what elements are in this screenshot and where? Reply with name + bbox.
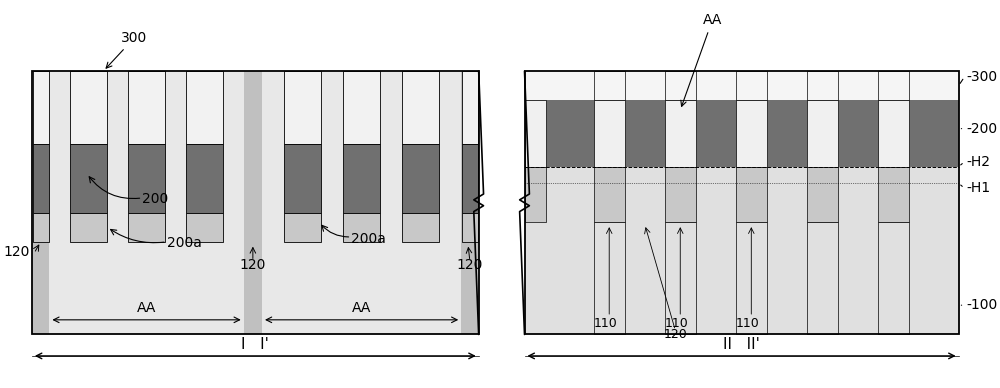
Polygon shape [70, 71, 107, 144]
Polygon shape [665, 222, 696, 334]
Polygon shape [32, 71, 49, 334]
Text: -H1: -H1 [966, 181, 990, 195]
Polygon shape [594, 71, 625, 100]
Polygon shape [594, 167, 625, 222]
Polygon shape [244, 71, 262, 334]
Polygon shape [70, 213, 107, 242]
Polygon shape [462, 213, 478, 242]
Polygon shape [284, 213, 321, 242]
Text: AA: AA [137, 301, 156, 315]
Polygon shape [878, 71, 909, 100]
Polygon shape [128, 144, 165, 213]
Polygon shape [665, 71, 696, 100]
Polygon shape [33, 144, 49, 213]
Polygon shape [343, 213, 380, 242]
Text: I   I': I I' [241, 337, 269, 352]
Text: 200a: 200a [351, 232, 386, 246]
Polygon shape [402, 144, 439, 213]
Polygon shape [736, 100, 767, 167]
Text: II   II': II II' [723, 337, 760, 352]
Polygon shape [32, 71, 479, 334]
Polygon shape [128, 213, 165, 242]
Polygon shape [525, 71, 959, 100]
Text: 110: 110 [736, 317, 759, 330]
Text: -100: -100 [966, 298, 998, 312]
Polygon shape [33, 71, 49, 144]
Text: -300: -300 [966, 70, 997, 84]
Text: 120: 120 [4, 246, 30, 260]
Polygon shape [284, 144, 321, 213]
Text: 200a: 200a [167, 236, 202, 249]
Polygon shape [807, 222, 838, 334]
Polygon shape [343, 144, 380, 213]
Polygon shape [878, 222, 909, 334]
Polygon shape [284, 71, 321, 144]
Text: 300: 300 [106, 31, 147, 68]
Polygon shape [594, 222, 625, 334]
Polygon shape [461, 71, 479, 334]
Polygon shape [736, 222, 767, 334]
Text: 110: 110 [593, 317, 617, 330]
Text: 120: 120 [664, 328, 687, 341]
Text: 110: 110 [664, 317, 688, 330]
Polygon shape [807, 167, 838, 222]
Polygon shape [33, 213, 49, 242]
Polygon shape [878, 167, 909, 222]
Text: AA: AA [681, 13, 722, 106]
Polygon shape [128, 71, 165, 144]
Polygon shape [525, 71, 959, 334]
Polygon shape [70, 144, 107, 213]
Polygon shape [665, 100, 696, 167]
Polygon shape [402, 213, 439, 242]
Polygon shape [878, 100, 909, 167]
Polygon shape [665, 167, 696, 222]
Polygon shape [343, 71, 380, 144]
Polygon shape [736, 167, 767, 222]
Text: 120: 120 [240, 258, 266, 272]
Text: -H2: -H2 [966, 155, 990, 169]
Text: -200: -200 [966, 122, 997, 136]
Text: AA: AA [352, 301, 371, 315]
Polygon shape [186, 213, 223, 242]
Polygon shape [402, 71, 439, 144]
Polygon shape [807, 100, 838, 167]
Text: 120: 120 [457, 258, 483, 272]
Polygon shape [736, 71, 767, 100]
Polygon shape [525, 167, 546, 222]
Text: 200: 200 [142, 192, 169, 206]
Polygon shape [462, 144, 478, 213]
Polygon shape [462, 71, 478, 144]
Polygon shape [186, 71, 223, 144]
Polygon shape [186, 144, 223, 213]
Polygon shape [807, 71, 838, 100]
Polygon shape [594, 100, 625, 167]
Polygon shape [525, 100, 959, 167]
Polygon shape [525, 100, 546, 167]
